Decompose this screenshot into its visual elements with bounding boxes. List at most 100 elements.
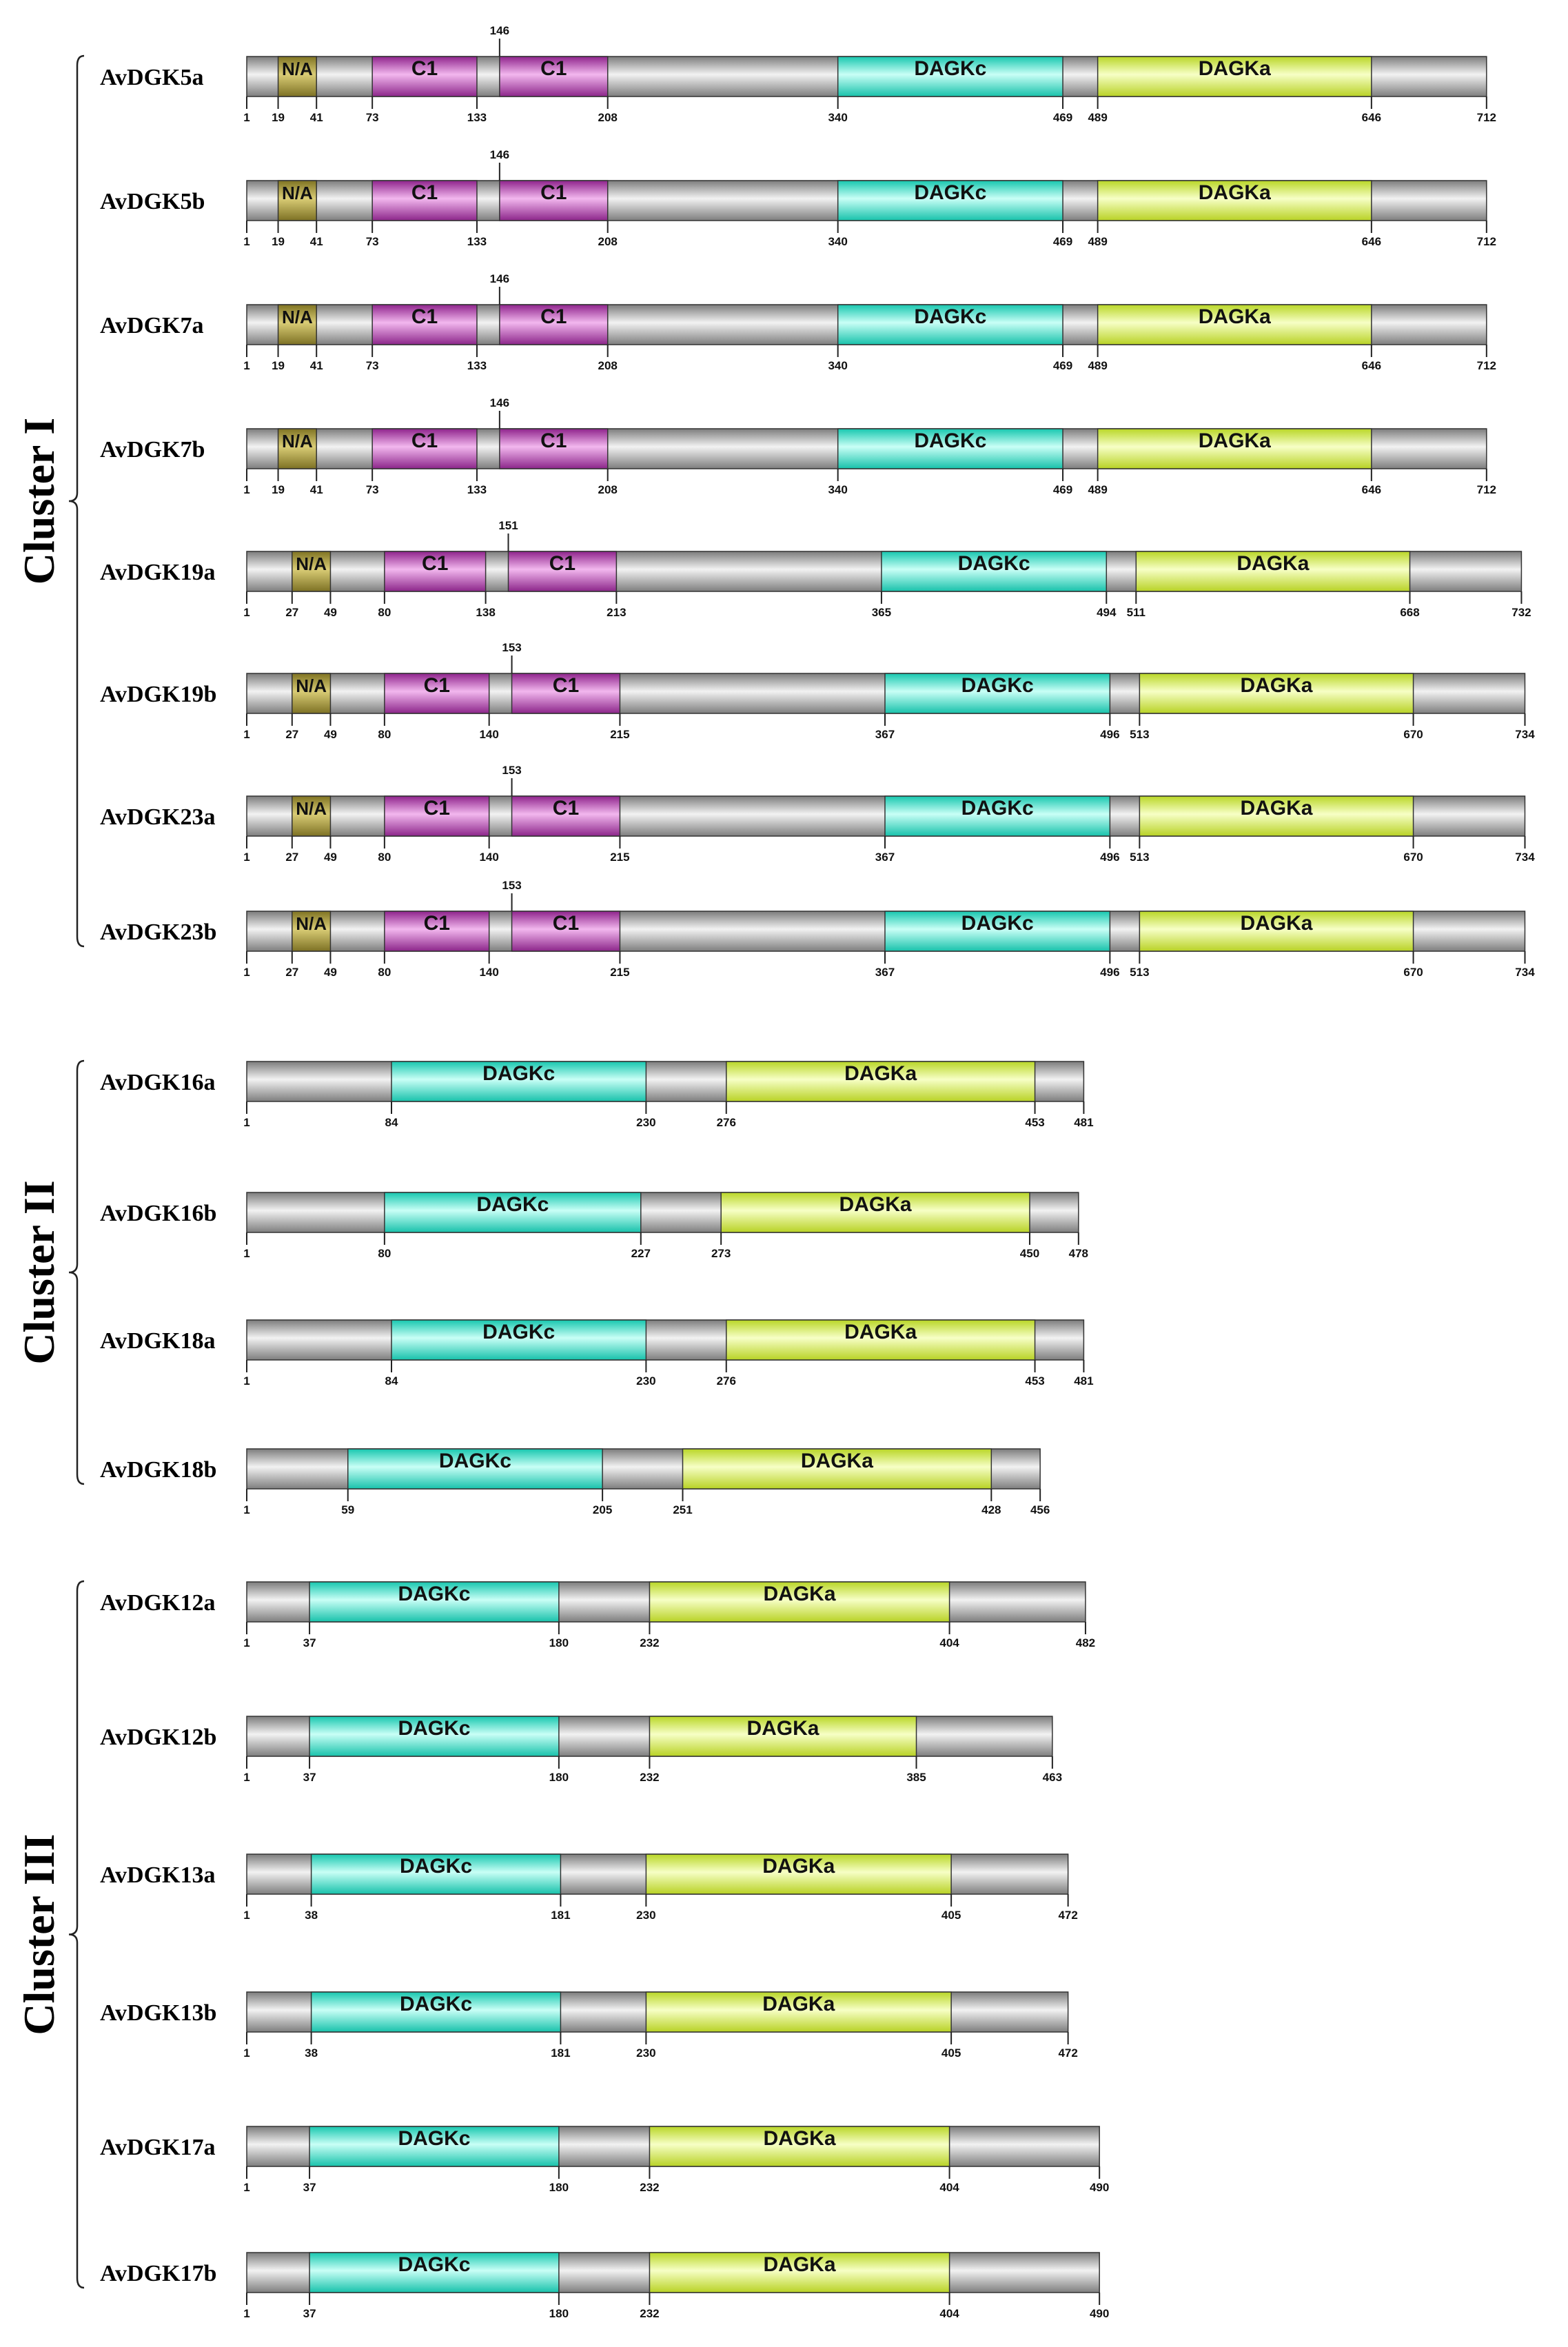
- domain-label: DAGKa: [801, 1450, 873, 1472]
- protein-row: AvDGK7b N/A C1 C1 DAGKc DAGKa 1 19 41 73 133 208 340…: [100, 396, 1496, 496]
- position-label: 208: [598, 235, 618, 248]
- position-label: 215: [610, 966, 629, 979]
- domain-block: [726, 1061, 1036, 1102]
- domain-label: DAGKc: [961, 912, 1034, 935]
- cluster-group: Cluster I AvDGK5a N/A C1 C1 DAGKc DAGKa 1 19 41 73…: [14, 24, 1535, 979]
- position-label: 37: [303, 2307, 316, 2320]
- position-label: 1: [243, 728, 250, 741]
- domain-label: N/A: [282, 307, 313, 327]
- domain-label: C1: [549, 552, 576, 575]
- domain-label: DAGKa: [1199, 181, 1271, 204]
- domain-label: DAGKa: [1199, 57, 1271, 80]
- position-label: 80: [378, 1247, 391, 1260]
- domain-block: [499, 180, 609, 221]
- position-label: 404: [939, 1636, 959, 1649]
- domain-block: [292, 673, 332, 714]
- position-label: 38: [305, 1909, 318, 1922]
- domain-label: DAGKc: [482, 1321, 555, 1343]
- domain-block: [837, 180, 1063, 221]
- protein-name: AvDGK17b: [100, 2261, 216, 2286]
- position-label: 41: [310, 483, 323, 496]
- domain-block: [511, 795, 621, 837]
- protein-row: AvDGK16b DAGKc DAGKa 1 80 227 273 450 478: [100, 1192, 1088, 1260]
- position-label: 27: [285, 728, 298, 741]
- domain-block: [881, 551, 1108, 592]
- position-label: 140: [479, 851, 498, 864]
- position-label: 133: [467, 235, 487, 248]
- domain-block: [384, 1192, 642, 1233]
- domain-block: [645, 1853, 952, 1895]
- position-label: 367: [875, 851, 895, 864]
- domain-label: DAGKa: [1240, 797, 1312, 820]
- domain-label: C1: [540, 305, 567, 328]
- domain-label: DAGKc: [914, 57, 986, 80]
- protein-name: AvDGK12b: [100, 1725, 216, 1750]
- position-label: 646: [1362, 235, 1381, 248]
- position-label: 489: [1088, 483, 1107, 496]
- top-marker-label: 146: [490, 396, 509, 409]
- position-label: 340: [828, 359, 847, 372]
- position-label: 37: [303, 2181, 316, 2194]
- domain-label: DAGKc: [400, 1993, 472, 2015]
- position-label: 232: [640, 1771, 659, 1784]
- protein-name: AvDGK18a: [100, 1328, 215, 1354]
- position-label: 732: [1511, 606, 1531, 619]
- position-label: 340: [828, 483, 847, 496]
- domain-label: DAGKa: [1240, 674, 1312, 697]
- protein-name: AvDGK16a: [100, 1070, 215, 1095]
- domain-label: DAGKc: [961, 674, 1034, 697]
- domain-label: N/A: [282, 183, 313, 203]
- domain-label: DAGKa: [844, 1321, 917, 1343]
- domain-label: N/A: [296, 798, 327, 819]
- position-label: 1: [243, 851, 250, 864]
- domain-label: C1: [553, 674, 579, 697]
- position-label: 404: [939, 2181, 959, 2194]
- protein-row: AvDGK23b N/A C1 C1 DAGKc DAGKa 1 27 49 80 140 215 36…: [100, 879, 1535, 979]
- protein-name: AvDGK12a: [100, 1590, 215, 1616]
- position-label: 712: [1477, 111, 1496, 124]
- position-label: 670: [1403, 966, 1423, 979]
- domain-block: [292, 911, 332, 952]
- protein-name: AvDGK23b: [100, 920, 216, 945]
- position-label: 273: [711, 1247, 731, 1260]
- domain-block: [391, 1061, 647, 1102]
- domain-label: DAGKc: [914, 429, 986, 452]
- position-label: 511: [1127, 606, 1146, 619]
- position-label: 490: [1090, 2307, 1109, 2320]
- domain-block: [720, 1192, 1030, 1233]
- domain-block: [384, 911, 490, 952]
- domain-label: DAGKa: [844, 1062, 917, 1085]
- domain-block: [511, 673, 621, 714]
- cluster-bracket: [68, 1580, 85, 2289]
- domain-block: [277, 428, 317, 469]
- position-label: 49: [324, 728, 337, 741]
- position-label: 734: [1515, 966, 1535, 979]
- domain-block: [1097, 304, 1372, 345]
- position-label: 489: [1088, 235, 1107, 248]
- protein-name: AvDGK7a: [100, 313, 203, 338]
- position-label: 513: [1130, 851, 1149, 864]
- top-marker-label: 153: [502, 764, 521, 777]
- position-label: 276: [717, 1374, 736, 1388]
- protein-name: AvDGK5b: [100, 189, 205, 214]
- position-label: 140: [479, 728, 498, 741]
- domain-block: [649, 2126, 950, 2167]
- position-label: 482: [1076, 1636, 1095, 1649]
- domain-block: [1097, 180, 1372, 221]
- position-label: 405: [941, 1909, 961, 1922]
- position-label: 80: [378, 966, 391, 979]
- top-marker-label: 146: [490, 272, 509, 285]
- domain-block: [277, 304, 317, 345]
- domain-block: [1139, 795, 1414, 837]
- domain-block: [391, 1319, 647, 1361]
- domain-label: DAGKc: [958, 552, 1030, 575]
- domain-label: C1: [411, 305, 438, 328]
- domain-block: [649, 1716, 917, 1757]
- position-label: 37: [303, 1771, 316, 1784]
- protein-row: AvDGK13b DAGKc DAGKa 1 38 181 230 405 472: [100, 1991, 1078, 2060]
- domain-label: DAGKc: [476, 1193, 549, 1216]
- domain-label: C1: [424, 912, 450, 935]
- position-label: 37: [303, 1636, 316, 1649]
